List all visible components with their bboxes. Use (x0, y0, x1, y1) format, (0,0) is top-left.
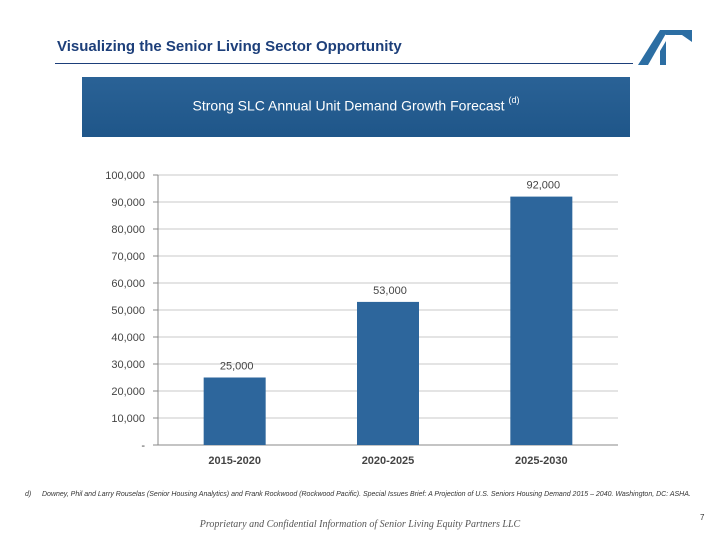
confidential-footer: Proprietary and Confidential Information… (199, 519, 521, 530)
y-tick-label: 70,000 (111, 251, 145, 263)
data-label: 92,000 (527, 180, 561, 192)
company-logo (638, 30, 692, 65)
x-tick-label: 2025-2030 (515, 455, 568, 467)
x-tick-label: 2020-2025 (362, 455, 415, 467)
bar (203, 377, 266, 445)
bar (510, 196, 573, 445)
y-tick-label: 50,000 (111, 305, 145, 317)
y-tick-label: 100,000 (105, 170, 145, 182)
page-number: 7 (700, 513, 705, 522)
chart-title-footnote-ref: (d) (508, 95, 520, 105)
y-tick-label: 30,000 (111, 359, 145, 371)
y-tick-label: 40,000 (111, 332, 145, 344)
y-tick-label: 80,000 (111, 224, 145, 236)
chart-title: Strong SLC Annual Unit Demand Growth For… (82, 95, 630, 114)
chart-title-text: Strong SLC Annual Unit Demand Growth For… (192, 97, 505, 114)
y-tick-label: 60,000 (111, 278, 145, 290)
y-tick-label: - (141, 440, 145, 452)
y-tick-label: 90,000 (111, 197, 145, 209)
data-label: 25,000 (220, 361, 254, 373)
y-tick-label: 20,000 (111, 386, 145, 398)
footnote-marker: d) (25, 491, 32, 498)
footnote-text: Downey, Phil and Larry Rouselas (Senior … (42, 491, 691, 498)
bar (357, 301, 419, 445)
x-tick-label: 2015-2020 (208, 455, 261, 467)
slide-title: Visualizing the Senior Living Sector Opp… (57, 38, 402, 55)
data-label: 53,000 (373, 285, 407, 297)
title-divider (55, 63, 633, 64)
y-tick-label: 10,000 (111, 413, 145, 425)
chart-banner: Strong SLC Annual Unit Demand Growth For… (82, 77, 630, 137)
